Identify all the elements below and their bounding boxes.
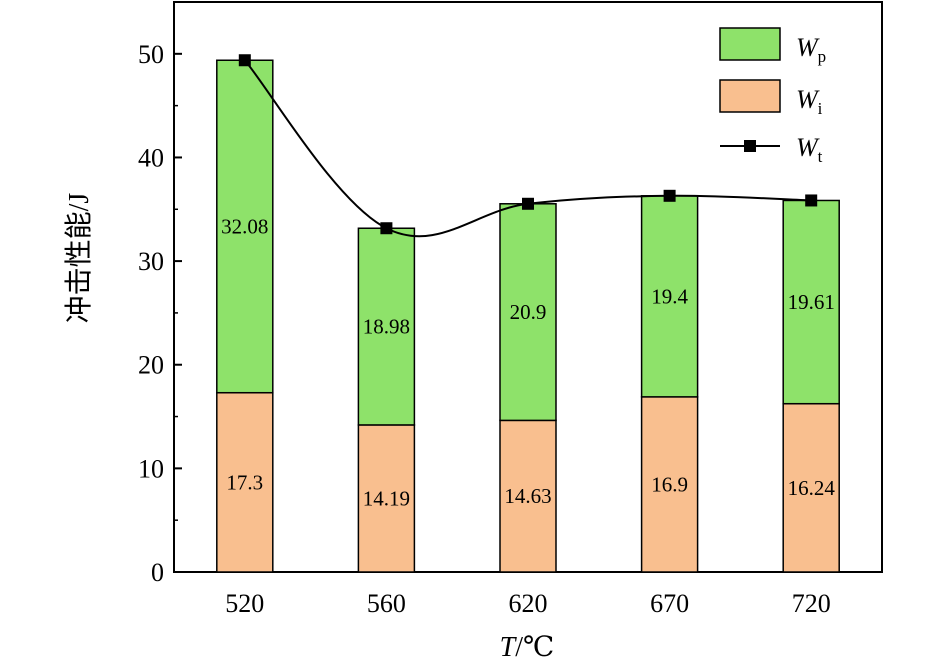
data-label-wp: 19.61: [788, 290, 835, 314]
point-wt: [805, 194, 818, 207]
x-tick-label: 670: [650, 589, 689, 618]
line-wt: [244, 59, 812, 238]
x-tick-label: 620: [509, 589, 548, 618]
axes: 0 10 20 30 40 50 520 560 620 670 720: [138, 1, 883, 618]
x-axis-title-variable: T: [500, 632, 518, 663]
y-tick-label: 30: [138, 247, 164, 276]
data-label-wp: 19.4: [651, 284, 688, 308]
bar-wp: [640, 195, 699, 398]
legend-marker-wt: [744, 140, 756, 152]
legend-label-main: W: [796, 33, 820, 62]
data-label-wp: 20.9: [510, 300, 547, 324]
data-label-wi: 16.24: [788, 476, 836, 500]
data-label-wi: 17.3: [226, 470, 263, 494]
y-tick-label: 40: [138, 143, 164, 172]
legend-label-wi: Wi: [796, 85, 823, 118]
legend-label-sub: t: [818, 147, 823, 166]
data-label-wi: 16.9: [651, 472, 688, 496]
bar-wp: [216, 59, 274, 394]
point-wt: [238, 54, 251, 67]
x-tick-label: 560: [367, 589, 406, 618]
x-axis-title: T/℃: [500, 632, 555, 663]
y-tick-label: 10: [138, 454, 164, 483]
bar-wi: [357, 424, 416, 573]
legend-label-sub: p: [818, 47, 827, 66]
legend-label-sub: i: [818, 99, 823, 118]
legend-label-main: W: [796, 85, 820, 114]
data-label-wp: 32.08: [221, 214, 268, 238]
legend-swatch-wp: [719, 27, 781, 61]
bar-wi: [640, 396, 699, 573]
point-wt: [380, 222, 393, 235]
data-label-wi: 14.19: [363, 486, 410, 510]
y-tick-label: 0: [151, 558, 164, 587]
legend-label-wp: Wp: [796, 33, 826, 66]
point-wt: [522, 197, 534, 210]
bar-labels: 17.3 32.08 14.19 18.98 14.63 20.9 16.9 19.4 16.2…: [221, 214, 835, 510]
legend-label-main: W: [796, 133, 820, 162]
data-label-wp: 18.98: [363, 315, 410, 339]
bar-wi: [216, 391, 274, 573]
point-wt: [663, 189, 676, 202]
x-axis-title-unit: /℃: [515, 632, 554, 663]
total-line: [238, 54, 818, 238]
y-tick-label: 50: [138, 40, 164, 69]
y-axis-title: 冲击性能/J: [63, 193, 95, 324]
x-tick-label: 720: [792, 589, 831, 618]
bar-wp: [357, 227, 416, 426]
y-tick-label: 20: [138, 351, 164, 380]
legend-swatch-wi: [719, 79, 781, 113]
data-label-wi: 14.63: [504, 484, 551, 508]
x-tick-label: 520: [225, 589, 264, 618]
legend-label-wt: Wt: [796, 133, 823, 166]
